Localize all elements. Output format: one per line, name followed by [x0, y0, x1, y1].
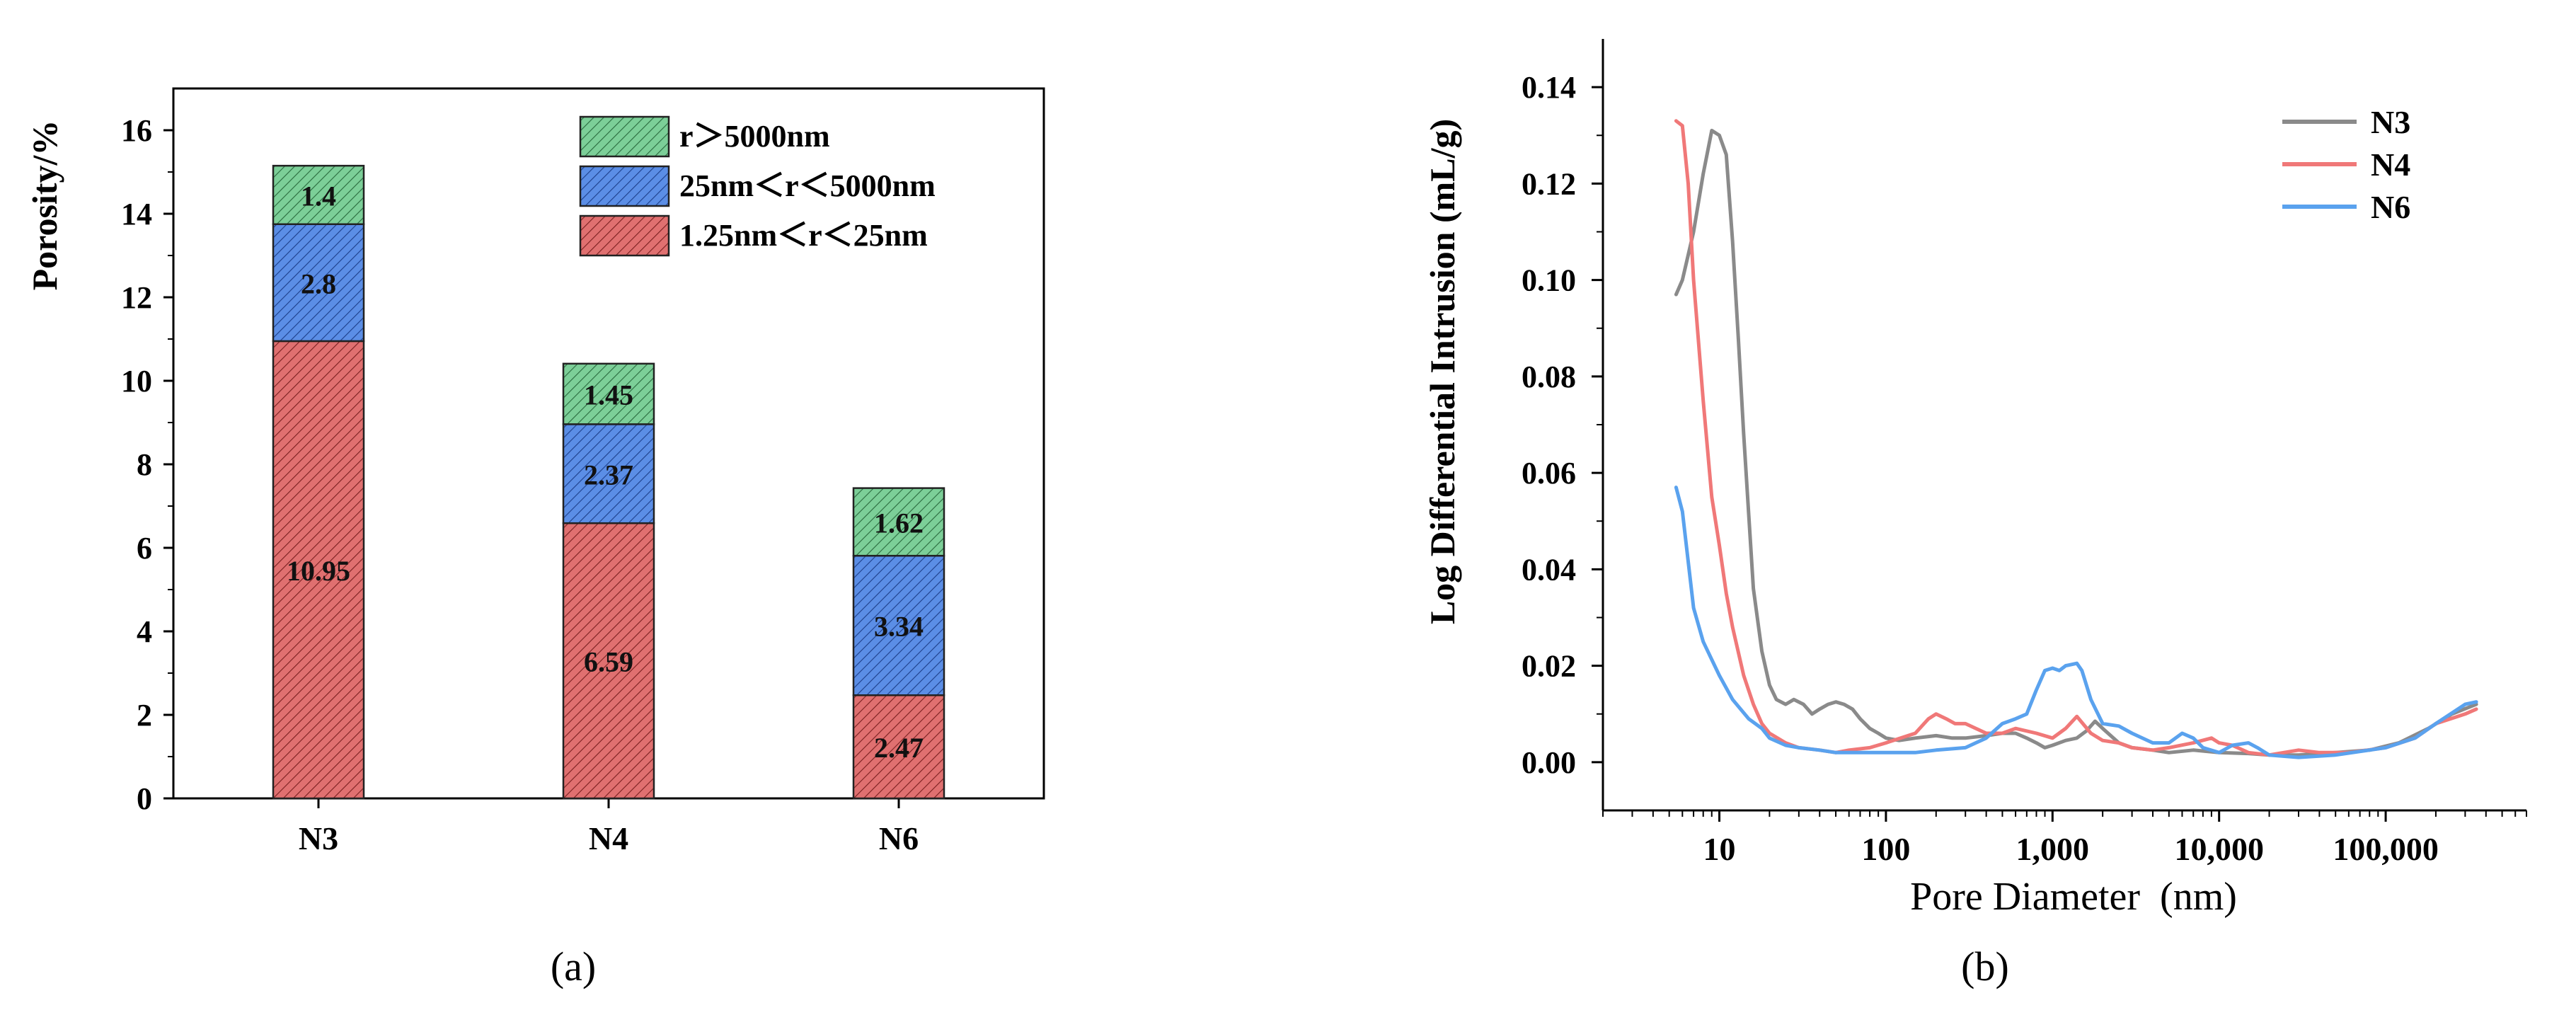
a-tick-labels: 0 2 4 6 8 10 12 14 16 N3 N4 N6 [121, 113, 919, 856]
porosity-stacked-bar-chart: 10.95 2.8 1.4 6.59 2.37 1.45 2.47 3.34 1.62 0 2 4 6… [25, 87, 1045, 989]
a-ytick-label: 6 [137, 531, 152, 566]
b-ytick-label: 0.06 [1522, 456, 1576, 490]
b-ytick-label: 0.12 [1522, 166, 1576, 201]
bar-n3-series-2 [272, 164, 365, 225]
b-xtick-label: 10 [1703, 831, 1736, 867]
a-xtick-label-n4: N4 [589, 820, 628, 856]
a-legend-swatch-0 [579, 214, 670, 257]
a-ytick-label: 10 [121, 364, 152, 398]
a-ytick-label: 14 [121, 197, 152, 231]
bar-data-label: 10.95 [287, 555, 350, 587]
a-ytick-label: 2 [137, 698, 152, 733]
series-line-n6 [1674, 486, 2478, 759]
b-ytick-label: 0.00 [1522, 745, 1576, 780]
a-ytick-label: 0 [137, 781, 152, 816]
b-y-axis-label: Log Differential Intrusion (mL/g) [1422, 119, 1462, 624]
b-x-axis-label: Pore Diameter (nm) [1910, 875, 2237, 919]
bar-n4-series-0 [562, 522, 655, 800]
a-bars: 10.95 2.8 1.4 6.59 2.37 1.45 2.47 3.34 1.62 [272, 164, 945, 800]
a-ytick-label: 12 [121, 280, 152, 315]
b-ytick-label: 0.04 [1522, 552, 1576, 587]
series-line-n4 [1674, 119, 2478, 757]
b-legend: N3 N4 N6 [2282, 104, 2410, 225]
b-ytick-label: 0.14 [1522, 70, 1576, 105]
bar-data-label: 1.62 [874, 507, 924, 539]
bar-data-label: 2.37 [584, 459, 633, 490]
a-ytick-label: 16 [121, 113, 152, 148]
panel-label-a: (a) [551, 943, 596, 989]
b-legend-label-n6: N6 [2371, 189, 2410, 225]
a-ytick-label: 8 [137, 447, 152, 482]
bar-data-label: 2.8 [301, 268, 336, 299]
a-legend-label-2: r＞5000nm [679, 119, 830, 154]
b-legend-label-n4: N4 [2371, 147, 2410, 183]
bar-data-label: 6.59 [584, 646, 633, 678]
a-legend: r＞5000nm 25nm＜r＜5000nm 1.25nm＜r＜25nm [579, 115, 936, 257]
a-xtick-label-n6: N6 [879, 820, 919, 856]
b-ytick-label: 0.02 [1522, 649, 1576, 684]
pore-distribution-line-chart: 0.00 0.02 0.04 0.06 0.08 0.10 0.12 0.14 10 100 1,0… [1422, 39, 2527, 989]
b-series-lines [1674, 119, 2478, 759]
bar-n6-series-2 [852, 487, 945, 557]
a-y-axis-label: Porosity/% [25, 120, 64, 291]
bar-n6-series-0 [852, 694, 945, 800]
bar-data-label: 1.45 [584, 379, 633, 411]
b-ytick-label: 0.08 [1522, 360, 1576, 394]
b-xtick-label: 100,000 [2333, 831, 2439, 867]
a-legend-label-1: 25nm＜r＜5000nm [679, 168, 936, 203]
b-ytick-label: 0.10 [1522, 263, 1576, 298]
bar-n3-series-0 [272, 340, 365, 800]
bar-data-label: 3.34 [874, 611, 924, 643]
series-line-n3 [1674, 128, 2478, 757]
panel-label-b: (b) [1961, 943, 2009, 989]
b-tick-labels: 0.00 0.02 0.04 0.06 0.08 0.10 0.12 0.14 10 100 1,0… [1522, 70, 2439, 867]
bar-n6-series-1 [852, 554, 945, 696]
bar-n4-series-2 [562, 362, 655, 425]
b-axes [1592, 39, 2527, 822]
a-legend-swatch-2 [579, 115, 670, 158]
bar-n4-series-1 [562, 423, 655, 524]
b-xtick-label: 100 [1861, 831, 1910, 867]
bar-data-label: 1.4 [301, 180, 336, 212]
bar-data-label: 2.47 [874, 732, 924, 764]
a-xtick-label-n3: N3 [299, 820, 338, 856]
a-legend-label-0: 1.25nm＜r＜25nm [679, 218, 928, 253]
b-legend-label-n3: N3 [2371, 104, 2410, 140]
bar-n3-series-1 [272, 223, 365, 343]
b-xtick-label: 1,000 [2016, 831, 2090, 867]
b-xtick-label: 10,000 [2174, 831, 2264, 867]
a-legend-swatch-1 [579, 165, 670, 207]
a-ytick-label: 4 [137, 614, 152, 649]
